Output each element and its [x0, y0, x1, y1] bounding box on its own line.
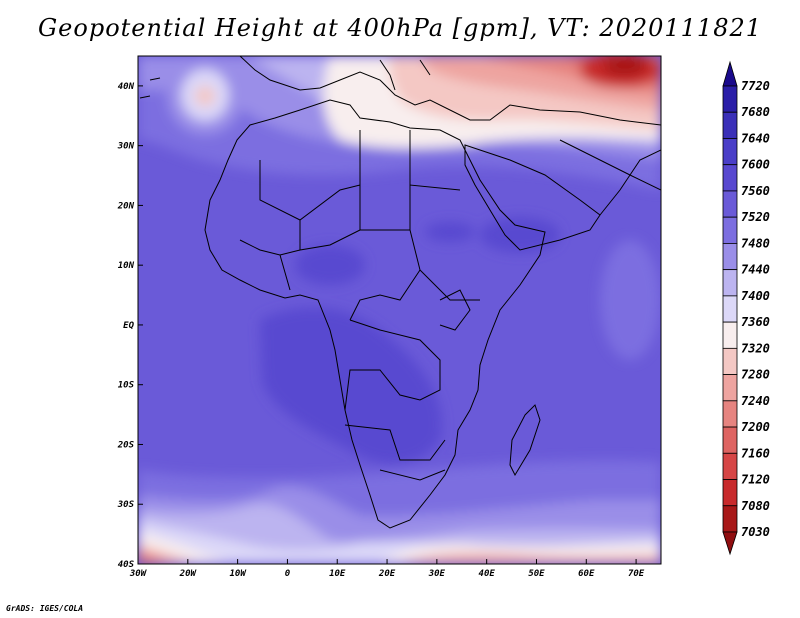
colorbar-label: 7560 [741, 184, 770, 198]
colorbar: 7720 7680 7640 7600 7560 7520 7480 7440 7400 7360… [722, 60, 770, 556]
colorbar-swatch [722, 138, 738, 166]
latitude-axis: 40N 30N 20N 10N EQ 10S 20S 30S 40S [117, 82, 143, 570]
colorbar-swatch [722, 164, 738, 192]
colorbar-swatch [722, 374, 738, 402]
colorbar-label: 7640 [741, 131, 770, 145]
colorbar-label: 7520 [741, 210, 770, 224]
colorbar-label: 7160 [741, 446, 770, 460]
colorbar-swatch [722, 505, 738, 533]
lon-tick-label: 60E [578, 569, 595, 579]
lat-tick-label: 30S [117, 500, 135, 510]
colorbar-label: 7400 [741, 289, 770, 303]
lon-tick-label: 40E [479, 569, 496, 579]
lon-tick-label: 0 [285, 569, 291, 579]
lon-tick-label: 30E [428, 569, 446, 579]
colorbar-label: 7440 [741, 263, 770, 277]
colorbar-bottom-arrow [722, 531, 738, 556]
lat-tick-label: 30N [117, 142, 135, 152]
lat-tick-label: 20S [117, 440, 135, 450]
colorbar-swatch [722, 347, 738, 375]
colorbar-swatch [722, 426, 738, 454]
colorbar-swatch [722, 400, 738, 428]
colorbar-label: 7680 [741, 105, 770, 119]
lon-tick-label: 20W [179, 569, 198, 579]
lon-tick-label: 70E [628, 569, 645, 579]
lon-tick-label: 10W [229, 569, 247, 579]
colorbar-swatch [722, 269, 738, 297]
colorbar-swatch [722, 295, 738, 323]
colorbar-label: 7600 [741, 158, 770, 172]
colorbar-label: 7280 [741, 368, 770, 382]
colorbar-label: 7030 [741, 525, 770, 539]
lon-tick-label: 10E [329, 569, 346, 579]
colorbar-swatch [722, 243, 738, 271]
lon-tick-label: 30W [129, 569, 148, 579]
colorbar-swatch [722, 190, 738, 218]
colorbar-swatch [722, 452, 738, 480]
colorbar-label: 7120 [741, 473, 770, 487]
colorbar-swatch [722, 321, 738, 349]
height-field [138, 56, 661, 564]
lat-tick-label: 20N [117, 201, 135, 211]
lat-tick-label: 40N [118, 82, 135, 92]
colorbar-label: 7200 [741, 420, 770, 434]
colorbar-swatch [722, 85, 738, 113]
colorbar-swatch [722, 111, 738, 139]
lon-tick-label: 20E [378, 569, 396, 579]
colorbar-label: 7240 [741, 394, 770, 408]
colorbar-label: 7720 [741, 79, 770, 93]
map-title: Geopotential Height at 400hPa [gpm], VT:… [38, 14, 762, 42]
lon-tick-label: 50E [528, 569, 545, 579]
lat-tick-label: 10N [118, 261, 135, 271]
longitude-axis: 30W 20W 10W 0 10E 20E 30E 40E 50E 60E 70E [129, 559, 645, 579]
lat-tick-label: EQ [123, 321, 134, 331]
colorbar-label: 7080 [741, 499, 770, 513]
credit-text: GrADS: IGES/COLA [6, 604, 84, 613]
coastlines [139, 56, 661, 529]
lat-tick-label: 10S [118, 381, 135, 391]
colorbar-label: 7360 [741, 315, 770, 329]
colorbar-label: 7320 [741, 341, 770, 355]
colorbar-label: 7480 [741, 236, 770, 250]
colorbar-top-arrow [722, 60, 738, 87]
map-frame [137, 55, 662, 565]
colorbar-swatch [722, 479, 738, 507]
colorbar-swatch [722, 216, 738, 244]
lat-tick-label: 40S [118, 560, 135, 570]
